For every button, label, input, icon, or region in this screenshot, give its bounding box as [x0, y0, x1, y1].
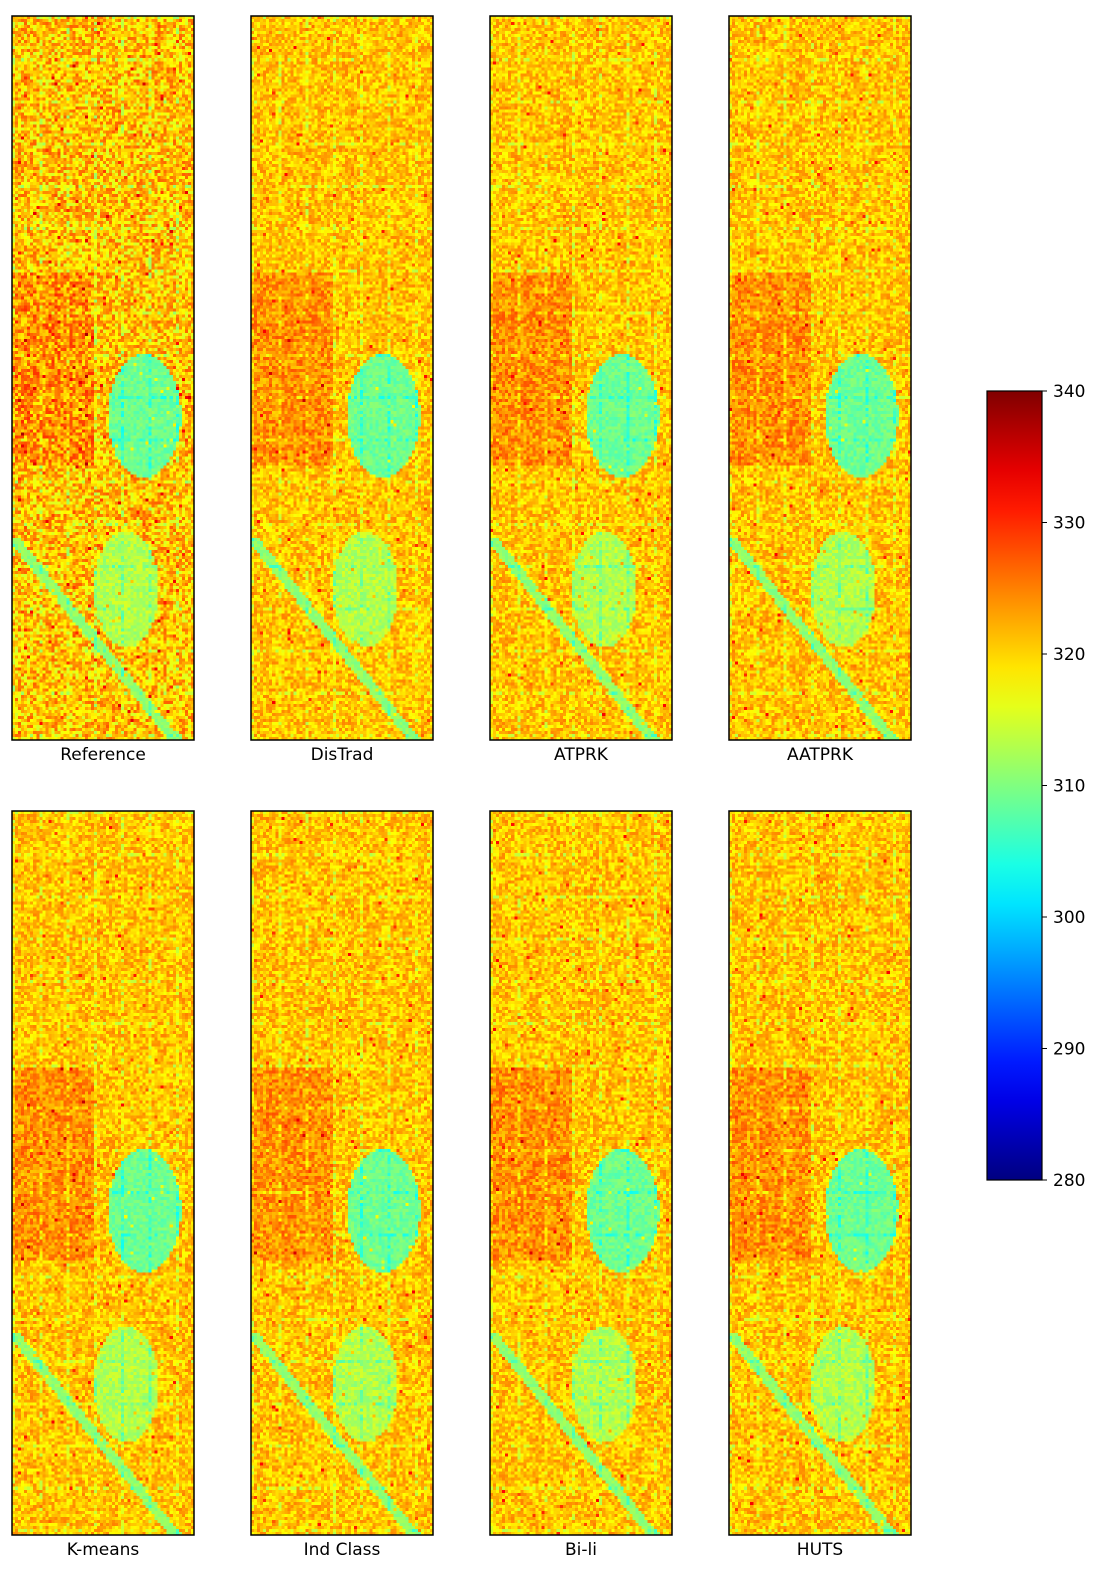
- heatmap-image: [12, 16, 194, 740]
- panel-frame: [728, 810, 912, 1536]
- colorbar-tick-label: 280: [1053, 1171, 1085, 1191]
- panel-label: Ind Class: [304, 1540, 381, 1560]
- heatmap-image: [729, 811, 911, 1535]
- colorbar-tick-label: 330: [1053, 514, 1085, 534]
- heatmap-image: [251, 811, 433, 1535]
- heatmap-panel: DisTrad: [250, 15, 434, 765]
- panel-frame: [11, 15, 195, 741]
- panel-label: DisTrad: [311, 745, 374, 765]
- panel-frame: [250, 15, 434, 741]
- panel-label: Bi-li: [565, 1540, 597, 1560]
- heatmap-panel: ATPRK: [489, 15, 673, 765]
- panel-frame: [250, 810, 434, 1536]
- heatmap-panel: Reference: [11, 15, 195, 765]
- colorbar-tick-label: 290: [1053, 1040, 1085, 1060]
- panel-frame: [489, 810, 673, 1536]
- colorbar-tick-label: 300: [1053, 908, 1085, 928]
- heatmap-panel: Ind Class: [250, 810, 434, 1560]
- colorbar-tick-label: 340: [1053, 382, 1085, 402]
- heatmap-image: [490, 16, 672, 740]
- panel-frame: [489, 15, 673, 741]
- panel-label: ATPRK: [554, 745, 609, 765]
- heatmap-panels: Reference DisTrad ATPRK AATPRK K-means Ind Cl…: [11, 15, 912, 1560]
- colorbar-tick-label: 310: [1053, 777, 1085, 797]
- panel-frame: [728, 15, 912, 741]
- heatmap-panel: Bi-li: [489, 810, 673, 1560]
- heatmap-image: [12, 811, 194, 1535]
- panel-label: Reference: [60, 745, 146, 765]
- heatmap-panel: K-means: [11, 810, 195, 1560]
- colorbar: 340 330 320 310 300 290 280: [986, 382, 1085, 1191]
- colorbar-tick-label: 320: [1053, 645, 1085, 665]
- panel-label: HUTS: [797, 1540, 843, 1560]
- colorbar-gradient: [987, 391, 1042, 1180]
- heatmap-panel: HUTS: [728, 810, 912, 1560]
- panel-label: AATPRK: [787, 745, 854, 765]
- panel-frame: [11, 810, 195, 1536]
- panel-label: K-means: [67, 1540, 140, 1560]
- heatmap-image: [490, 811, 672, 1535]
- heatmap-image: [251, 16, 433, 740]
- heatmap-image: [729, 16, 911, 740]
- heatmap-panel: AATPRK: [728, 15, 912, 765]
